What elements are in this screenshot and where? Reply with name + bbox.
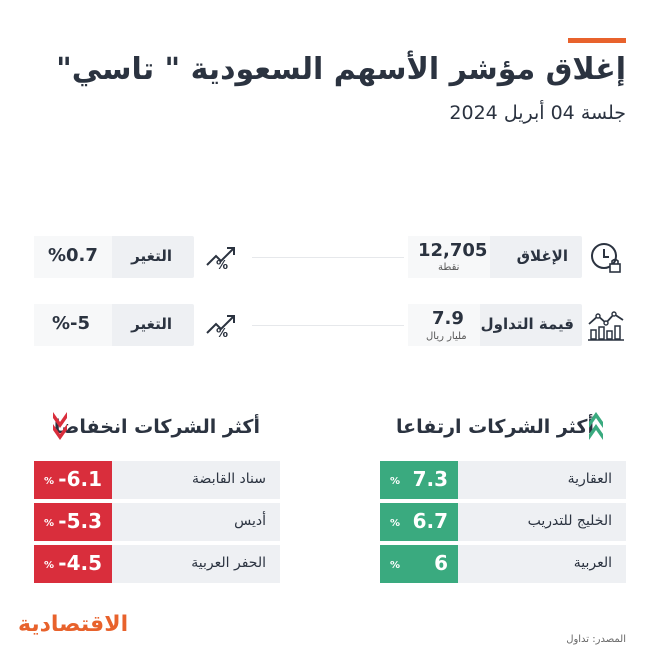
trading-pill: قيمة التداول 7.9 مليار ريال: [408, 304, 582, 346]
trading-value-box: 7.9 مليار ريال: [408, 304, 480, 346]
gainer-value-badge: 6 %: [380, 545, 458, 583]
trading-change-value: %-5: [52, 313, 91, 334]
close-change-box: %0.7: [34, 236, 112, 278]
gainer-name: العقارية: [567, 471, 612, 487]
loser-value: -4.5: [58, 551, 102, 575]
trading-label: قيمة التداول: [480, 315, 574, 333]
close-change-value: %0.7: [48, 245, 98, 266]
trading-unit: مليار ريال: [426, 331, 467, 342]
loser-percent: %: [44, 518, 55, 529]
loser-name: أديس: [234, 513, 266, 529]
loser-row: الحفر العربية -4.5 %: [34, 545, 280, 583]
gainer-value-badge: 7.3 %: [380, 461, 458, 499]
loser-value-badge: -4.5 %: [34, 545, 112, 583]
publisher-logo: الاقتصادية: [18, 612, 129, 637]
gainer-name: الخليج للتدريب: [527, 513, 612, 529]
gainer-value: 7.3: [412, 467, 448, 491]
gainer-value: 6: [434, 551, 448, 575]
close-value-box: 12,705 نقطة: [408, 236, 490, 278]
trading-change-label: التغير: [131, 315, 172, 333]
gainer-percent: %: [390, 476, 401, 487]
losers-title: أكثر الشركات انخفاضا: [53, 416, 260, 438]
gainer-percent: %: [390, 518, 401, 529]
close-change-label: التغير: [131, 247, 172, 265]
close-value: 12,705: [418, 240, 488, 261]
loser-value: -5.3: [58, 509, 102, 533]
close-unit: نقطة: [438, 262, 460, 273]
gainer-value: 6.7: [412, 509, 448, 533]
gainer-percent: %: [390, 560, 401, 571]
loser-row: أديس -5.3 %: [34, 503, 280, 541]
connector-line: [252, 257, 404, 258]
clock-lock-icon: [588, 240, 624, 280]
gainers-title: أكثر الشركات ارتفاعا: [396, 416, 594, 438]
close-change-pill: التغير %0.7: [34, 236, 194, 278]
loser-value: -6.1: [58, 467, 102, 491]
trading-change-box: %-5: [34, 304, 112, 346]
gainer-name: العربية: [573, 555, 612, 571]
double-chevron-up-icon: [588, 408, 604, 448]
gainer-row: العقارية 7.3 %: [380, 461, 626, 499]
gainer-row: الخليج للتدريب 6.7 %: [380, 503, 626, 541]
loser-value-badge: -6.1 %: [34, 461, 112, 499]
source-note: المصدر: تداول: [566, 634, 626, 645]
trading-value: 7.9: [432, 308, 464, 329]
svg-text:%: %: [216, 258, 228, 271]
accent-bar: [568, 38, 626, 43]
loser-percent: %: [44, 560, 55, 571]
loser-name: الحفر العربية: [191, 555, 266, 571]
percent-up-icon: %: [204, 311, 238, 343]
svg-text:%: %: [216, 326, 228, 339]
page-title: إغلاق مؤشر الأسهم السعودية " تاسي": [56, 52, 626, 87]
gainer-row: العربية 6 %: [380, 545, 626, 583]
connector-line: [252, 325, 404, 326]
loser-name: سناد القابضة: [192, 471, 266, 487]
loser-row: سناد القابضة -6.1 %: [34, 461, 280, 499]
close-label: الإغلاق: [516, 247, 568, 265]
close-pill: الإغلاق 12,705 نقطة: [408, 236, 582, 278]
page-subtitle: جلسة 04 أبريل 2024: [449, 102, 626, 124]
loser-value-badge: -5.3 %: [34, 503, 112, 541]
double-chevron-down-icon: [52, 408, 68, 448]
loser-percent: %: [44, 476, 55, 487]
gainer-value-badge: 6.7 %: [380, 503, 458, 541]
bar-chart-icon: [586, 306, 626, 346]
trading-change-pill: التغير %-5: [34, 304, 194, 346]
percent-up-icon: %: [204, 243, 238, 275]
